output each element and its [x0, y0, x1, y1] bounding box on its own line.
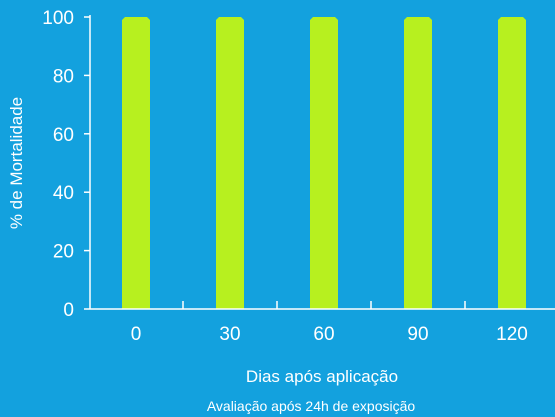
bar	[122, 17, 150, 309]
bars-group	[122, 17, 526, 309]
y-axis-title: % de Mortalidade	[7, 97, 26, 229]
y-tick-label: 20	[53, 242, 74, 263]
y-tick-label: 0	[63, 300, 74, 321]
y-tick-label: 100	[42, 8, 74, 29]
y-tick-label: 80	[53, 66, 74, 87]
x-tick-label: 0	[131, 324, 142, 345]
bar	[310, 17, 338, 309]
y-tick-label: 40	[53, 183, 74, 204]
x-tick-label: 120	[496, 324, 528, 345]
bar	[216, 17, 244, 309]
bar	[404, 17, 432, 309]
axes-group	[89, 15, 555, 310]
y-ticks-group: 0 20 40 60 80 100	[42, 8, 90, 321]
x-ticks-group: 0 30 60 90 120	[131, 301, 528, 345]
x-tick-label: 60	[313, 324, 334, 345]
bar	[498, 17, 526, 309]
x-axis-title: Dias após aplicação	[246, 367, 398, 386]
y-tick-label: 60	[53, 125, 74, 146]
x-tick-label: 30	[219, 324, 240, 345]
x-tick-label: 90	[407, 324, 428, 345]
evaluation-note: Avaliação após 24h de exposição	[207, 398, 416, 414]
